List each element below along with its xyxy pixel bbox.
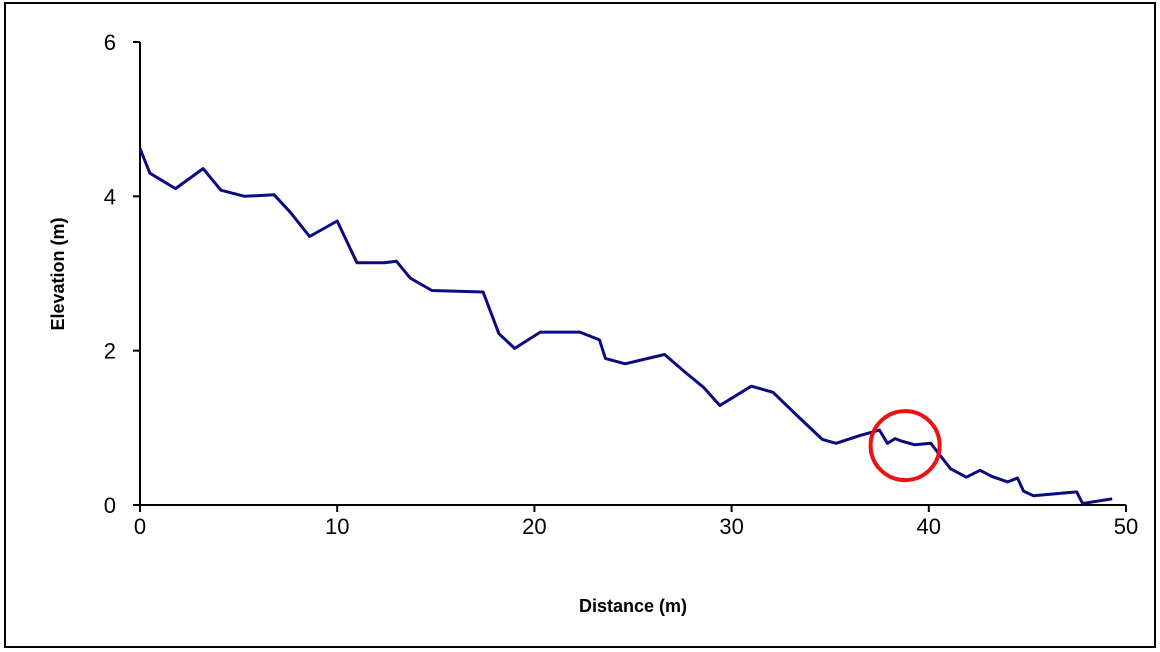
x-tick-label: 0: [134, 514, 146, 539]
y-tick-label: 0: [104, 493, 116, 518]
highlight-circle-annotation: [868, 409, 942, 483]
y-axis-title: Elevation (m): [48, 217, 68, 330]
x-tick-label: 10: [325, 514, 349, 539]
y-tick-label: 2: [104, 339, 116, 364]
chart-frame: [4, 2, 1156, 648]
x-tick-label: 40: [917, 514, 941, 539]
elevation-profile-line: [138, 147, 1113, 505]
x-tick-label: 50: [1114, 514, 1138, 539]
x-tick-label: 20: [522, 514, 546, 539]
chart-axes: [139, 42, 1126, 506]
x-tick-label: 30: [719, 514, 743, 539]
plot-area: [138, 147, 1113, 505]
y-axis-ticks: 0 2 4 6: [104, 30, 140, 518]
x-axis-title: Distance (m): [579, 596, 687, 616]
y-tick-label: 6: [104, 30, 116, 55]
x-axis-ticks: 0 10 20 30 40 50: [134, 505, 1138, 539]
y-tick-label: 4: [104, 184, 116, 209]
